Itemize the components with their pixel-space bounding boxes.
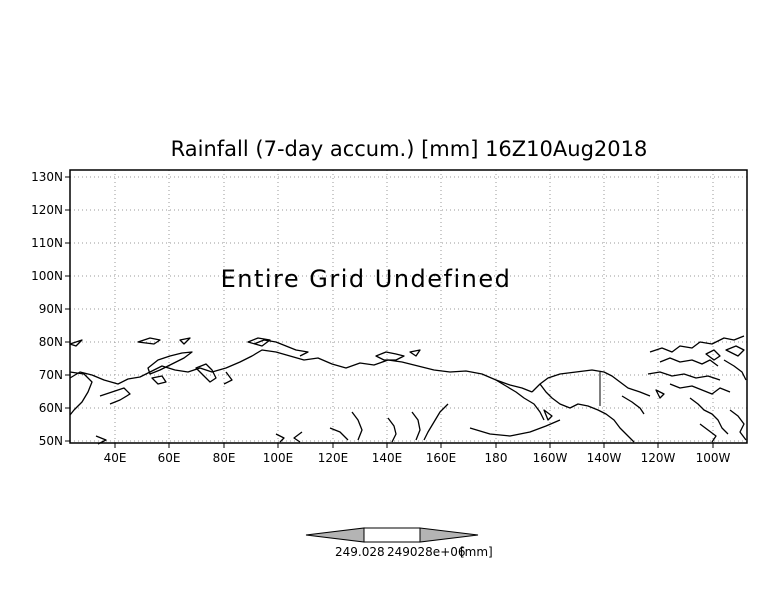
- colorbar-unit-label: [mm]: [460, 545, 493, 559]
- lon-tick-label: 120E: [318, 451, 349, 465]
- lon-tick-label: 100E: [263, 451, 294, 465]
- latitude-axis: 130N 120N 110N 100N 90N 80N 70N 60N 50N: [31, 170, 70, 448]
- gridlines: [70, 170, 747, 443]
- lon-tick-label: 60E: [158, 451, 181, 465]
- undefined-grid-message: Entire Grid Undefined: [221, 265, 512, 293]
- lat-tick-label: 110N: [31, 236, 63, 250]
- colorbar-center-box: [363, 527, 421, 543]
- longitude-axis: 40E 60E 80E 100E 120E 140E 160E 180 160W 140W 120W…: [104, 443, 731, 465]
- colorbar-value-label: 249.028: [335, 545, 385, 559]
- map-title: Rainfall (7-day accum.) [mm] 16Z10Aug201…: [171, 137, 648, 161]
- lon-tick-label: 120W: [641, 451, 676, 465]
- lat-tick-label: 60N: [39, 401, 63, 415]
- lat-tick-label: 50N: [39, 434, 63, 448]
- map-frame: [69, 169, 748, 444]
- lat-tick-label: 120N: [31, 203, 63, 217]
- lon-tick-label: 180: [485, 451, 508, 465]
- colorbar-overlap-label: 249028e+06: [387, 545, 466, 559]
- lat-tick-label: 100N: [31, 269, 63, 283]
- lon-tick-label: 160W: [533, 451, 568, 465]
- colorbar-right-arrow: [419, 527, 479, 543]
- colorbar: 249.028 249028e+06 [mm]: [305, 527, 493, 559]
- lon-tick-label: 140E: [372, 451, 403, 465]
- lon-tick-label: 160E: [426, 451, 457, 465]
- coastline-outline: [69, 335, 747, 445]
- colorbar-left-arrow: [305, 527, 365, 543]
- lon-tick-label: 80E: [213, 451, 236, 465]
- lon-tick-label: 40E: [104, 451, 127, 465]
- lat-tick-label: 90N: [39, 302, 63, 316]
- lon-tick-label: 140W: [587, 451, 622, 465]
- lat-tick-label: 80N: [39, 335, 63, 349]
- lon-tick-label: 100W: [696, 451, 731, 465]
- lat-tick-label: 70N: [39, 368, 63, 382]
- lat-tick-label: 130N: [31, 170, 63, 184]
